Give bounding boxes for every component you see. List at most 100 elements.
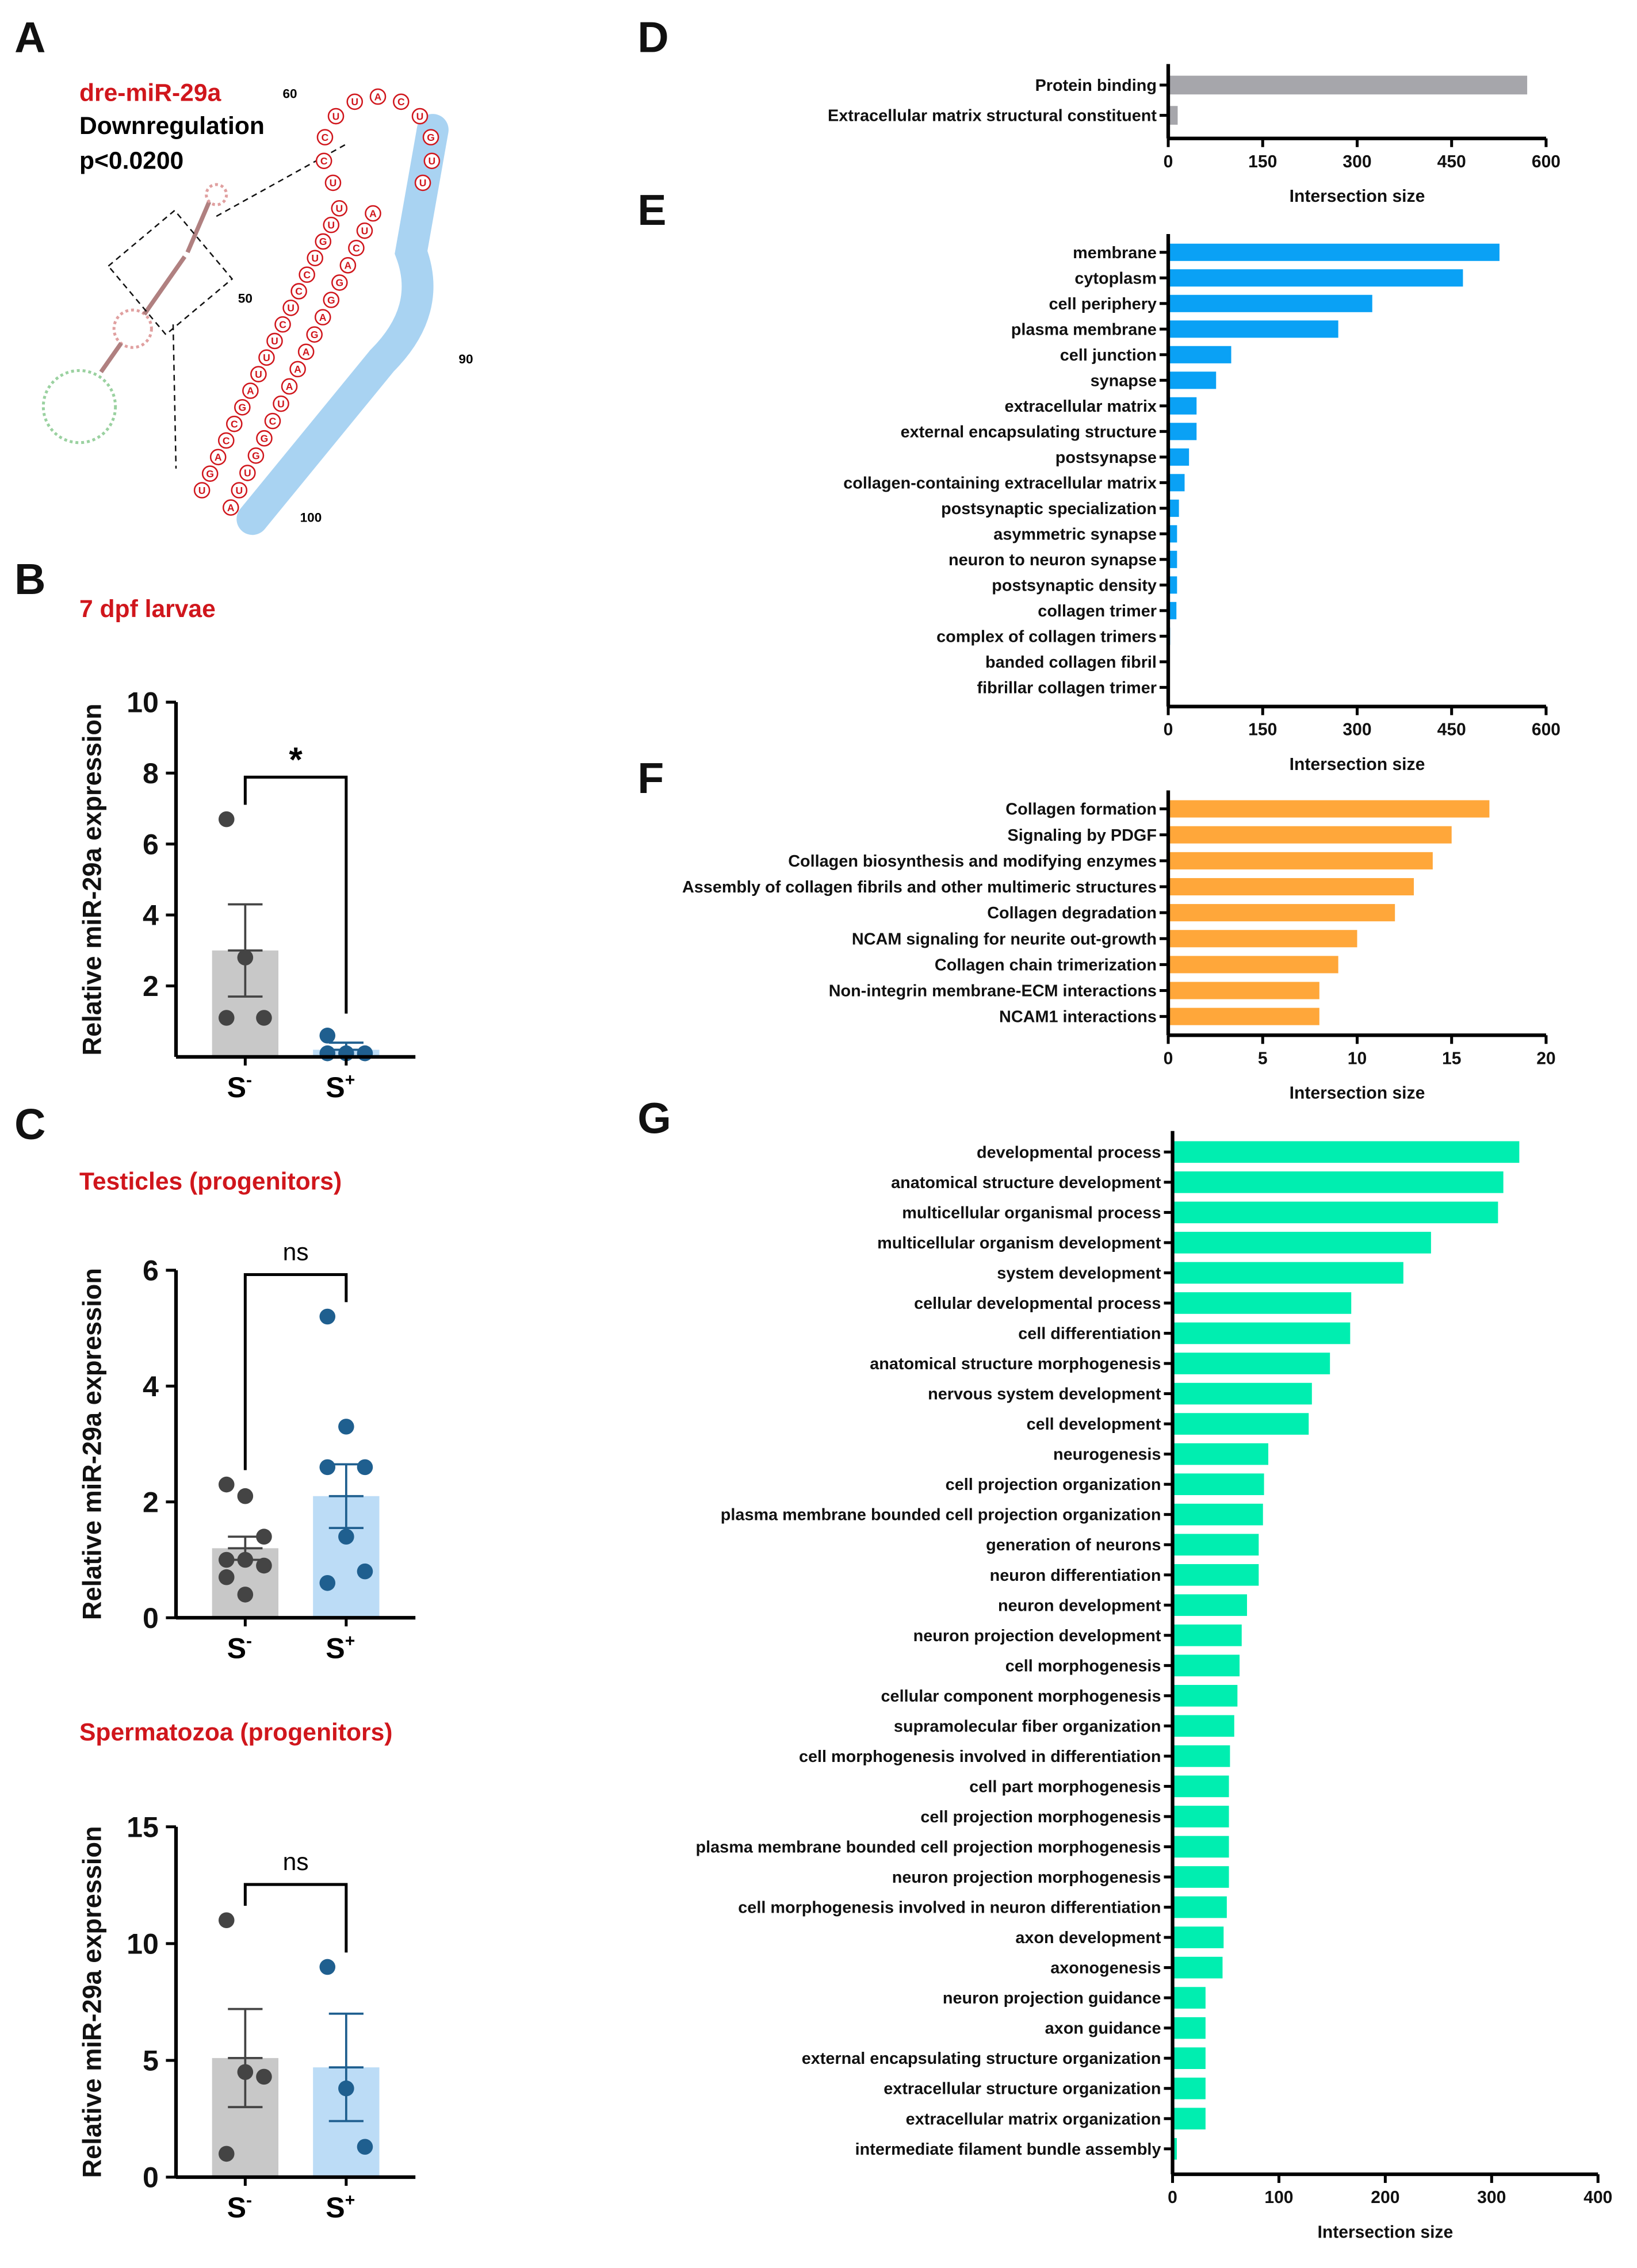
- category-label: extracellular structure organization: [883, 2080, 1161, 2098]
- bar: [1172, 1292, 1352, 1314]
- strand-5p-nucleotide: G: [319, 236, 327, 247]
- category-label: cell periphery: [1049, 295, 1156, 313]
- category-label: membrane: [1073, 244, 1157, 262]
- strand-3p-nucleotide: A: [369, 208, 377, 219]
- data-point: [357, 2139, 373, 2155]
- chart-title: Spermatozoa (progenitors): [79, 1718, 392, 1746]
- loop-nucleotide: U: [429, 155, 436, 167]
- panel-letter-b: B: [14, 555, 45, 603]
- panel-letters: A B C D E F G: [14, 13, 671, 1148]
- bar: [1172, 1473, 1264, 1495]
- category-label: Collagen formation: [1005, 800, 1157, 819]
- category-label: plasma membrane bounded cell projection …: [696, 1838, 1161, 1857]
- category-superscript: +: [345, 1071, 355, 1090]
- category-label: banded collagen fibril: [985, 653, 1157, 672]
- category-label: Non-integrin membrane-ECM interactions: [829, 982, 1157, 1001]
- bar: [1172, 2137, 1177, 2160]
- strand-3p-nucleotide: A: [319, 312, 327, 323]
- y-tick-label: 0: [143, 2162, 159, 2194]
- category-label: generation of neurons: [986, 1536, 1161, 1554]
- bar: [1172, 1956, 1223, 1979]
- data-point: [237, 2064, 254, 2081]
- category-label: Collagen biosynthesis and modifying enzy…: [788, 852, 1157, 871]
- category-label: neuron development: [998, 1596, 1161, 1615]
- bar: [1172, 2077, 1206, 2100]
- category-label: multicellular organism development: [877, 1234, 1161, 1252]
- strand-5p-nucleotide: U: [271, 335, 278, 347]
- category-label: S-: [227, 1071, 252, 1104]
- bar: [1168, 878, 1414, 896]
- bar: [1168, 550, 1177, 568]
- loop-nucleotide: U: [419, 177, 427, 189]
- y-tick-label: 6: [143, 828, 159, 860]
- strand-3p-nucleotide-circle: [314, 309, 331, 325]
- y-tick-label: 4: [143, 899, 159, 932]
- x-tick-label: 150: [1248, 152, 1277, 171]
- strand-3p-nucleotide-circle: [247, 447, 265, 464]
- bar: [1168, 320, 1338, 338]
- category-label: cell differentiation: [1018, 1325, 1161, 1343]
- loop-nucleotide: C: [397, 96, 405, 108]
- x-axis-title: Intersection size: [1318, 2223, 1454, 2242]
- strand-3p-nucleotide: G: [335, 277, 343, 289]
- category-label: neurogenesis: [1053, 1446, 1161, 1464]
- y-axis-title: Relative miR-29a expression: [78, 703, 107, 1055]
- loop-nucleotide: U: [330, 177, 337, 189]
- panel-letter-d: D: [637, 13, 668, 61]
- data-point: [237, 1551, 254, 1568]
- bar: [1172, 1685, 1238, 1707]
- strand-3p-nucleotide: C: [353, 243, 360, 254]
- x-tick-label: 5: [1258, 1049, 1268, 1068]
- category-label: Signaling by PDGF: [1007, 826, 1156, 845]
- category-superscript: +: [345, 2191, 355, 2210]
- category-label: postsynapse: [1055, 449, 1157, 467]
- loop-nucleotide-circle: [411, 108, 429, 125]
- data-point: [319, 1028, 336, 1044]
- overview-stems: [99, 201, 212, 374]
- position-label: 100: [300, 511, 322, 525]
- data-point: [319, 1459, 336, 1476]
- overview-loop-large: [41, 369, 117, 445]
- strand-3p-nucleotide: A: [227, 502, 235, 514]
- strand-5p-nucleotide: U: [198, 485, 206, 496]
- bar: [1172, 1926, 1224, 1948]
- strand-5p-nucleotide-circle: [307, 250, 323, 267]
- category-label: NCAM signaling for neurite out-growth: [852, 930, 1157, 948]
- strand-3p-nucleotide: G: [327, 294, 335, 306]
- y-tick-label: 8: [143, 757, 159, 790]
- strand-3p-nucleotide-circle: [231, 482, 248, 499]
- bar: [1172, 1443, 1268, 1465]
- category-label: extracellular matrix: [1005, 397, 1157, 416]
- data-point: [256, 1528, 272, 1545]
- bar: [1172, 1564, 1259, 1586]
- strand-3p-nucleotide: G: [261, 432, 269, 444]
- strand-3p-nucleotide-circle: [331, 274, 348, 291]
- strand-3p-nucleotide: C: [269, 415, 277, 427]
- category-label: Assembly of collagen fibrils and other m…: [682, 878, 1157, 897]
- category-label: Protein binding: [1035, 76, 1157, 95]
- category-superscript: -: [246, 1631, 252, 1650]
- category-label: synapse: [1091, 371, 1157, 390]
- panel-letter-a: A: [14, 13, 45, 61]
- data-point: [357, 1045, 373, 1062]
- category-label: axon guidance: [1045, 2020, 1161, 2038]
- bar: [1172, 1806, 1229, 1828]
- category-superscript: -: [246, 1071, 252, 1090]
- data-point: [218, 1912, 235, 1929]
- strand-3p-nucleotide-circle: [323, 292, 340, 308]
- loop-nucleotide: A: [374, 91, 382, 102]
- y-tick-label: 4: [143, 1370, 159, 1403]
- strand-3p-nucleotide: U: [361, 225, 369, 236]
- bar: [1168, 982, 1319, 999]
- category-label: asymmetric synapse: [993, 525, 1157, 543]
- loop-nucleotide: U: [332, 110, 340, 122]
- chart-d: Protein binding Extracellular matrix stru…: [828, 64, 1560, 206]
- mirna-highlight: [236, 114, 449, 535]
- chart-g: developmental process anatomical structur…: [696, 1131, 1612, 2242]
- bar: [1168, 852, 1433, 869]
- x-tick-label: 0: [1164, 721, 1173, 740]
- significance-bracket: [243, 1883, 348, 1953]
- category-label: plasma membrane bounded cell projection …: [721, 1506, 1161, 1524]
- category-label: cell morphogenesis involved in different…: [799, 1748, 1161, 1766]
- bar: [1172, 1503, 1263, 1526]
